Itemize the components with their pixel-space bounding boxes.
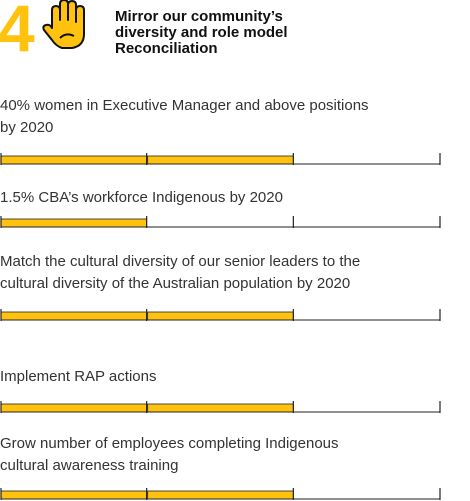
target-text: 40% women in Executive Manager and above… (0, 97, 369, 114)
goal-title: Mirror our community’s (115, 8, 283, 25)
progress-empty (294, 312, 440, 320)
target-text: 1.5% CBA’s workforce Indigenous by 2020 (0, 189, 283, 206)
progress-filled (0, 218, 148, 228)
progress-filled (147, 155, 294, 165)
progress-filled (0, 490, 148, 500)
target-text: Grow number of employees completing Indi… (0, 435, 339, 452)
target-text: cultural awareness training (0, 457, 179, 474)
progress-empty (147, 219, 294, 227)
progress-empty (294, 219, 440, 227)
progress-filled (147, 311, 294, 321)
goal-title: diversity and role model (115, 24, 288, 41)
progress-empty (294, 156, 440, 164)
target-text: cultural diversity of the Australian pop… (0, 275, 351, 292)
target-text: Match the cultural diversity of our seni… (0, 253, 361, 270)
progress-filled (0, 155, 148, 165)
progress-empty (294, 491, 440, 499)
target-text: by 2020 (0, 119, 54, 136)
progress-filled (0, 311, 148, 321)
progress-filled (0, 403, 148, 413)
goal-number: 4 (0, 0, 35, 65)
progress-empty (294, 404, 440, 412)
progress-filled (147, 403, 294, 413)
hand-icon (42, 0, 85, 49)
target-text: Implement RAP actions (0, 368, 157, 385)
goal-title: Reconciliation (115, 40, 218, 57)
progress-filled (147, 490, 294, 500)
